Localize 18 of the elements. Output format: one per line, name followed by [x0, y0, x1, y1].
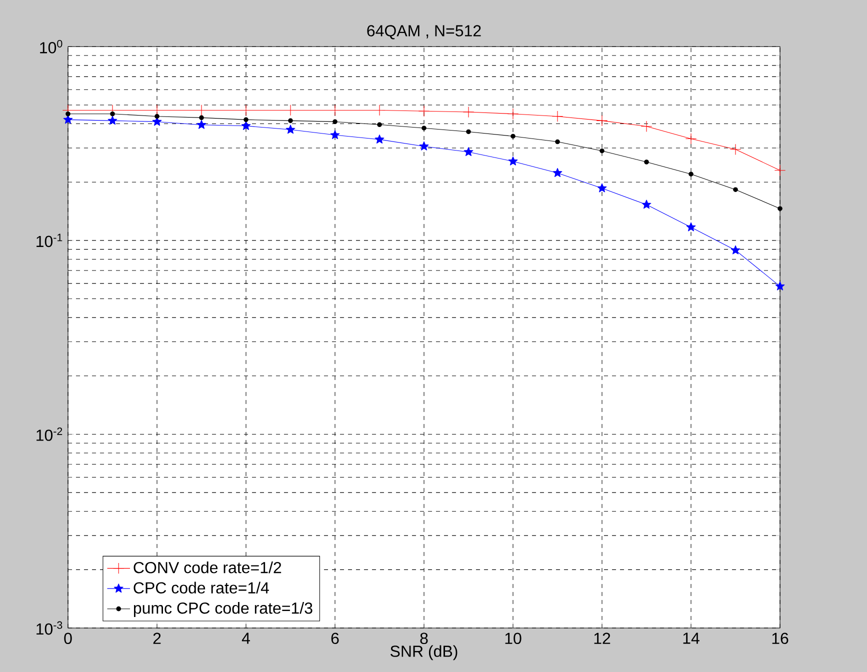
x-tick-label: 10 [505, 632, 522, 644]
y-tick-label: 10$^{-2}$ [36, 428, 62, 441]
x-tick-label: 12 [594, 632, 610, 644]
y-tick-label: 10$^{-3}$ [36, 621, 62, 635]
y-tick-label: 10$^{0}$ [40, 40, 62, 54]
x-tick-label: 2 [153, 632, 161, 644]
legend-label: CONV code rate=1/2 [134, 562, 282, 574]
x-axis-title: SNR (dB) [390, 645, 458, 660]
x-tick-label: 6 [331, 632, 339, 644]
legend-label: pumc CPC code rate=1/3 [134, 602, 312, 617]
x-tick-label: 14 [683, 632, 700, 644]
x-tick-label: 8 [420, 632, 428, 644]
y-tick-label: 10$^{-1}$ [36, 234, 62, 248]
chart-title: 64QAM , N=512 [367, 25, 481, 40]
legend-label: CPC code rate=1/4 [134, 582, 269, 594]
x-tick-label: 4 [242, 632, 250, 644]
x-tick-label: 0 [64, 632, 72, 644]
x-tick-label: 16 [772, 632, 788, 644]
